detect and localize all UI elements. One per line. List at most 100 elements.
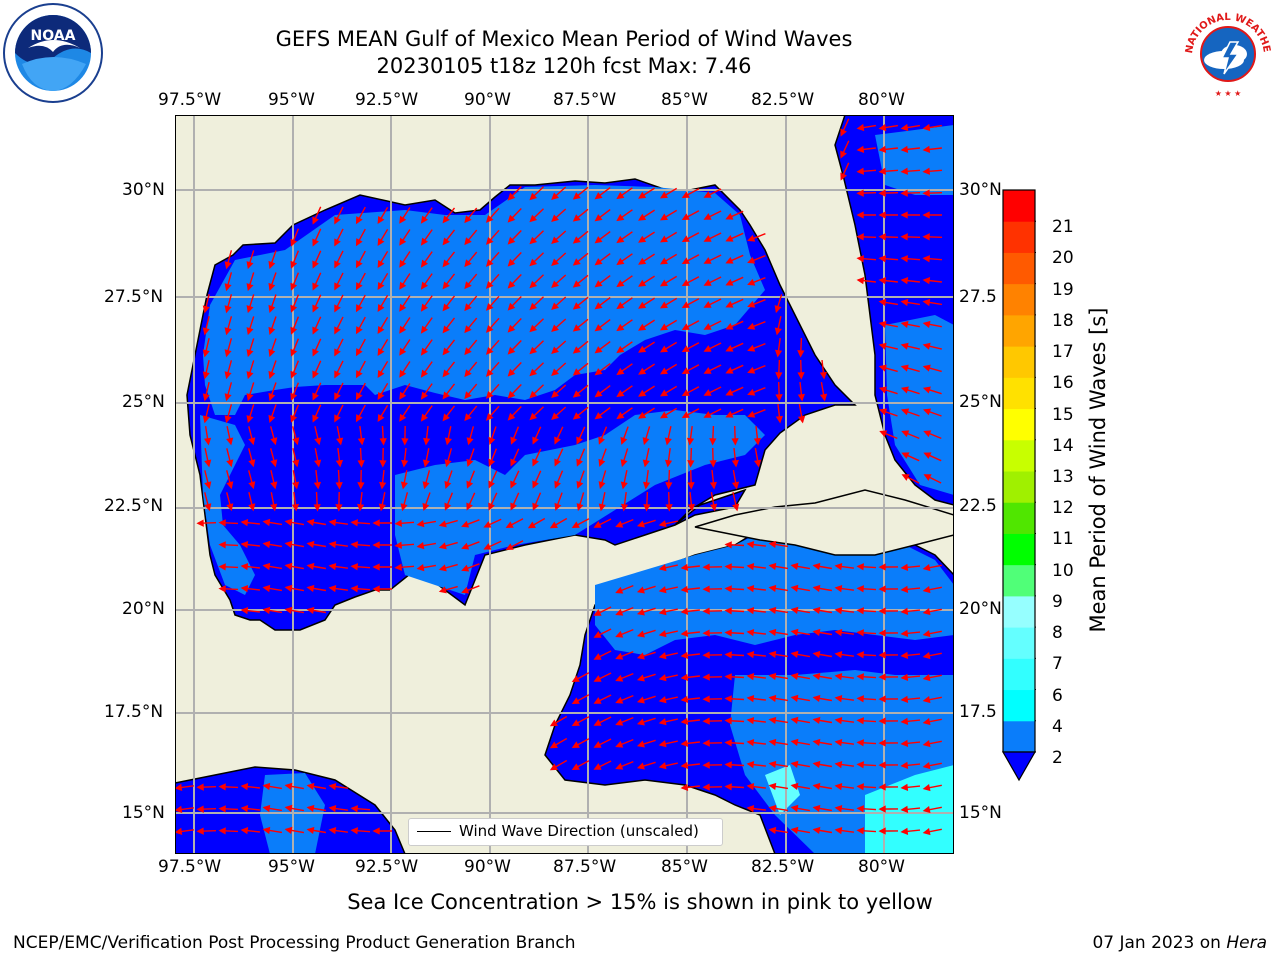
- wind-wave-arrowhead: [399, 391, 407, 400]
- svg-text:NOAA: NOAA: [31, 28, 76, 44]
- wind-wave-arrowhead: [334, 238, 341, 247]
- nws-logo-icon: NATIONAL WEATHER SERVICE ★ ★ ★: [1174, 0, 1276, 100]
- wind-wave-arrowhead: [746, 584, 755, 593]
- wind-wave-arrowhead: [878, 320, 887, 328]
- wind-wave-arrowhead: [638, 213, 647, 221]
- lon-label-bottom-7: 80°W: [858, 857, 905, 877]
- wind-wave-arrowhead: [334, 304, 341, 313]
- wind-wave-arrowhead: [659, 301, 668, 309]
- wind-wave-arrowhead: [350, 519, 358, 527]
- wind-wave-arrowhead: [444, 480, 452, 489]
- wind-wave-arrowhead: [768, 584, 777, 593]
- lon-label-top-6: 82.5°W: [751, 90, 815, 110]
- wind-wave-arrowhead: [372, 519, 380, 527]
- wind-wave-arrowhead: [312, 392, 319, 401]
- wind-wave-arrowhead: [638, 367, 647, 375]
- wind-wave-arrowhead: [334, 392, 341, 401]
- colorbar-segment: [1003, 346, 1035, 378]
- wind-wave-arrowhead: [372, 827, 380, 835]
- wind-wave-arrowhead: [507, 236, 516, 245]
- wind-wave-arrowhead: [878, 695, 886, 703]
- wind-wave-arrowhead: [681, 345, 690, 353]
- wind-wave-arrowhead: [334, 348, 341, 357]
- wind-wave-arrowhead: [593, 697, 602, 704]
- wind-wave-arrowhead: [812, 650, 821, 659]
- wind-wave-arrowhead: [747, 366, 756, 374]
- wind-wave-arrowhead: [747, 234, 756, 242]
- wind-wave-arrowhead: [202, 305, 210, 314]
- footer-host: Hera: [1226, 933, 1267, 953]
- wind-wave-arrowhead: [422, 481, 430, 490]
- wind-wave-arrowhead: [856, 673, 864, 681]
- colorbar-tick-label: 4: [1052, 716, 1063, 737]
- wind-wave-arrowhead: [900, 673, 909, 681]
- wind-wave-arrowhead: [681, 213, 690, 221]
- wind-wave-arrowhead: [312, 260, 319, 269]
- colorbar-segment: [1003, 377, 1035, 410]
- wind-wave-arrowhead: [687, 460, 695, 468]
- wind-wave-arrowhead: [922, 586, 931, 594]
- wind-wave-arrowhead: [328, 584, 337, 593]
- wind-wave-arrowhead: [270, 459, 278, 468]
- wind-wave-arrowhead: [571, 675, 580, 683]
- wind-wave-arrowhead: [334, 282, 341, 291]
- wind-wave-arrowhead: [461, 564, 470, 572]
- wind-wave-arrowhead: [334, 370, 341, 379]
- lat-label-right-3: 22.5: [959, 496, 997, 516]
- wind-wave-arrowhead: [357, 460, 365, 468]
- wind-wave-arrowhead: [680, 563, 689, 571]
- wind-wave-arrowhead: [900, 695, 909, 703]
- wind-wave-arrowhead: [312, 238, 319, 247]
- wind-wave-arrowhead: [922, 674, 931, 682]
- wind-wave-arrowhead: [747, 344, 756, 352]
- wind-wave-arrowhead: [725, 366, 734, 374]
- wind-wave-arrowhead: [394, 541, 402, 549]
- wind-wave-arrowhead: [812, 738, 821, 747]
- wind-wave-vectors: [174, 118, 943, 836]
- wind-wave-arrowhead: [702, 695, 710, 703]
- wind-wave-arrowhead: [420, 413, 429, 422]
- wind-wave-arrowhead: [350, 585, 358, 593]
- colorbar-tick-label: 8: [1052, 623, 1063, 644]
- footer-credit: NCEP/EMC/Verification Post Processing Pr…: [13, 933, 576, 953]
- wind-wave-arrowhead: [507, 324, 516, 333]
- wind-wave-arrowhead: [485, 413, 494, 421]
- wind-wave-arrowhead: [615, 652, 624, 660]
- wind-wave-arrowhead: [616, 213, 625, 222]
- chart-title: GEFS MEAN Gulf of Mexico Mean Period of …: [275, 27, 853, 51]
- wind-wave-arrowhead: [224, 371, 232, 380]
- wind-wave-arrowhead: [355, 260, 363, 269]
- wind-wave-arrowhead: [768, 628, 777, 637]
- lon-label-top-4: 87.5°W: [553, 90, 617, 110]
- wind-wave-arrowhead: [768, 760, 777, 769]
- wind-wave-arrowhead: [240, 519, 249, 527]
- wind-wave-arrowhead: [377, 348, 385, 357]
- wind-wave-arrowhead: [218, 783, 226, 791]
- wind-wave-arrowhead: [620, 481, 628, 490]
- wind-wave-arrowhead: [709, 481, 717, 490]
- wind-wave-arrowhead: [856, 739, 864, 747]
- wind-wave-arrowhead: [240, 563, 249, 571]
- wind-wave-arrowhead: [812, 628, 821, 637]
- wind-wave-arrowhead: [664, 459, 673, 468]
- wind-wave-arrowhead: [856, 211, 864, 219]
- wind-wave-arrowhead: [306, 584, 315, 593]
- wind-wave-arrowhead: [680, 695, 689, 703]
- wind-wave-arrowhead: [878, 167, 886, 175]
- wind-wave-arrowhead: [878, 123, 887, 132]
- wind-wave-arrowhead: [615, 674, 624, 682]
- wind-wave-arrowhead: [702, 585, 710, 593]
- wind-wave-arrowhead: [768, 738, 777, 747]
- wind-wave-arrowhead: [746, 628, 755, 637]
- wind-wave-arrowhead: [336, 437, 344, 446]
- colorbar-label: Mean Period of Wind Waves [s]: [1086, 307, 1110, 633]
- wind-wave-arrowhead: [246, 283, 254, 292]
- wind-wave-arrowhead: [900, 320, 909, 328]
- wind-wave-arrowhead: [687, 482, 695, 490]
- footer-date: 07 Jan 2023 on Hera: [1092, 933, 1267, 953]
- wind-wave-arrowhead: [616, 411, 625, 420]
- wind-wave-arrowhead: [856, 189, 864, 197]
- wind-wave-arrowhead: [731, 438, 739, 446]
- wind-wave-arrowhead: [394, 519, 402, 527]
- wind-wave-arrowhead: [466, 437, 474, 446]
